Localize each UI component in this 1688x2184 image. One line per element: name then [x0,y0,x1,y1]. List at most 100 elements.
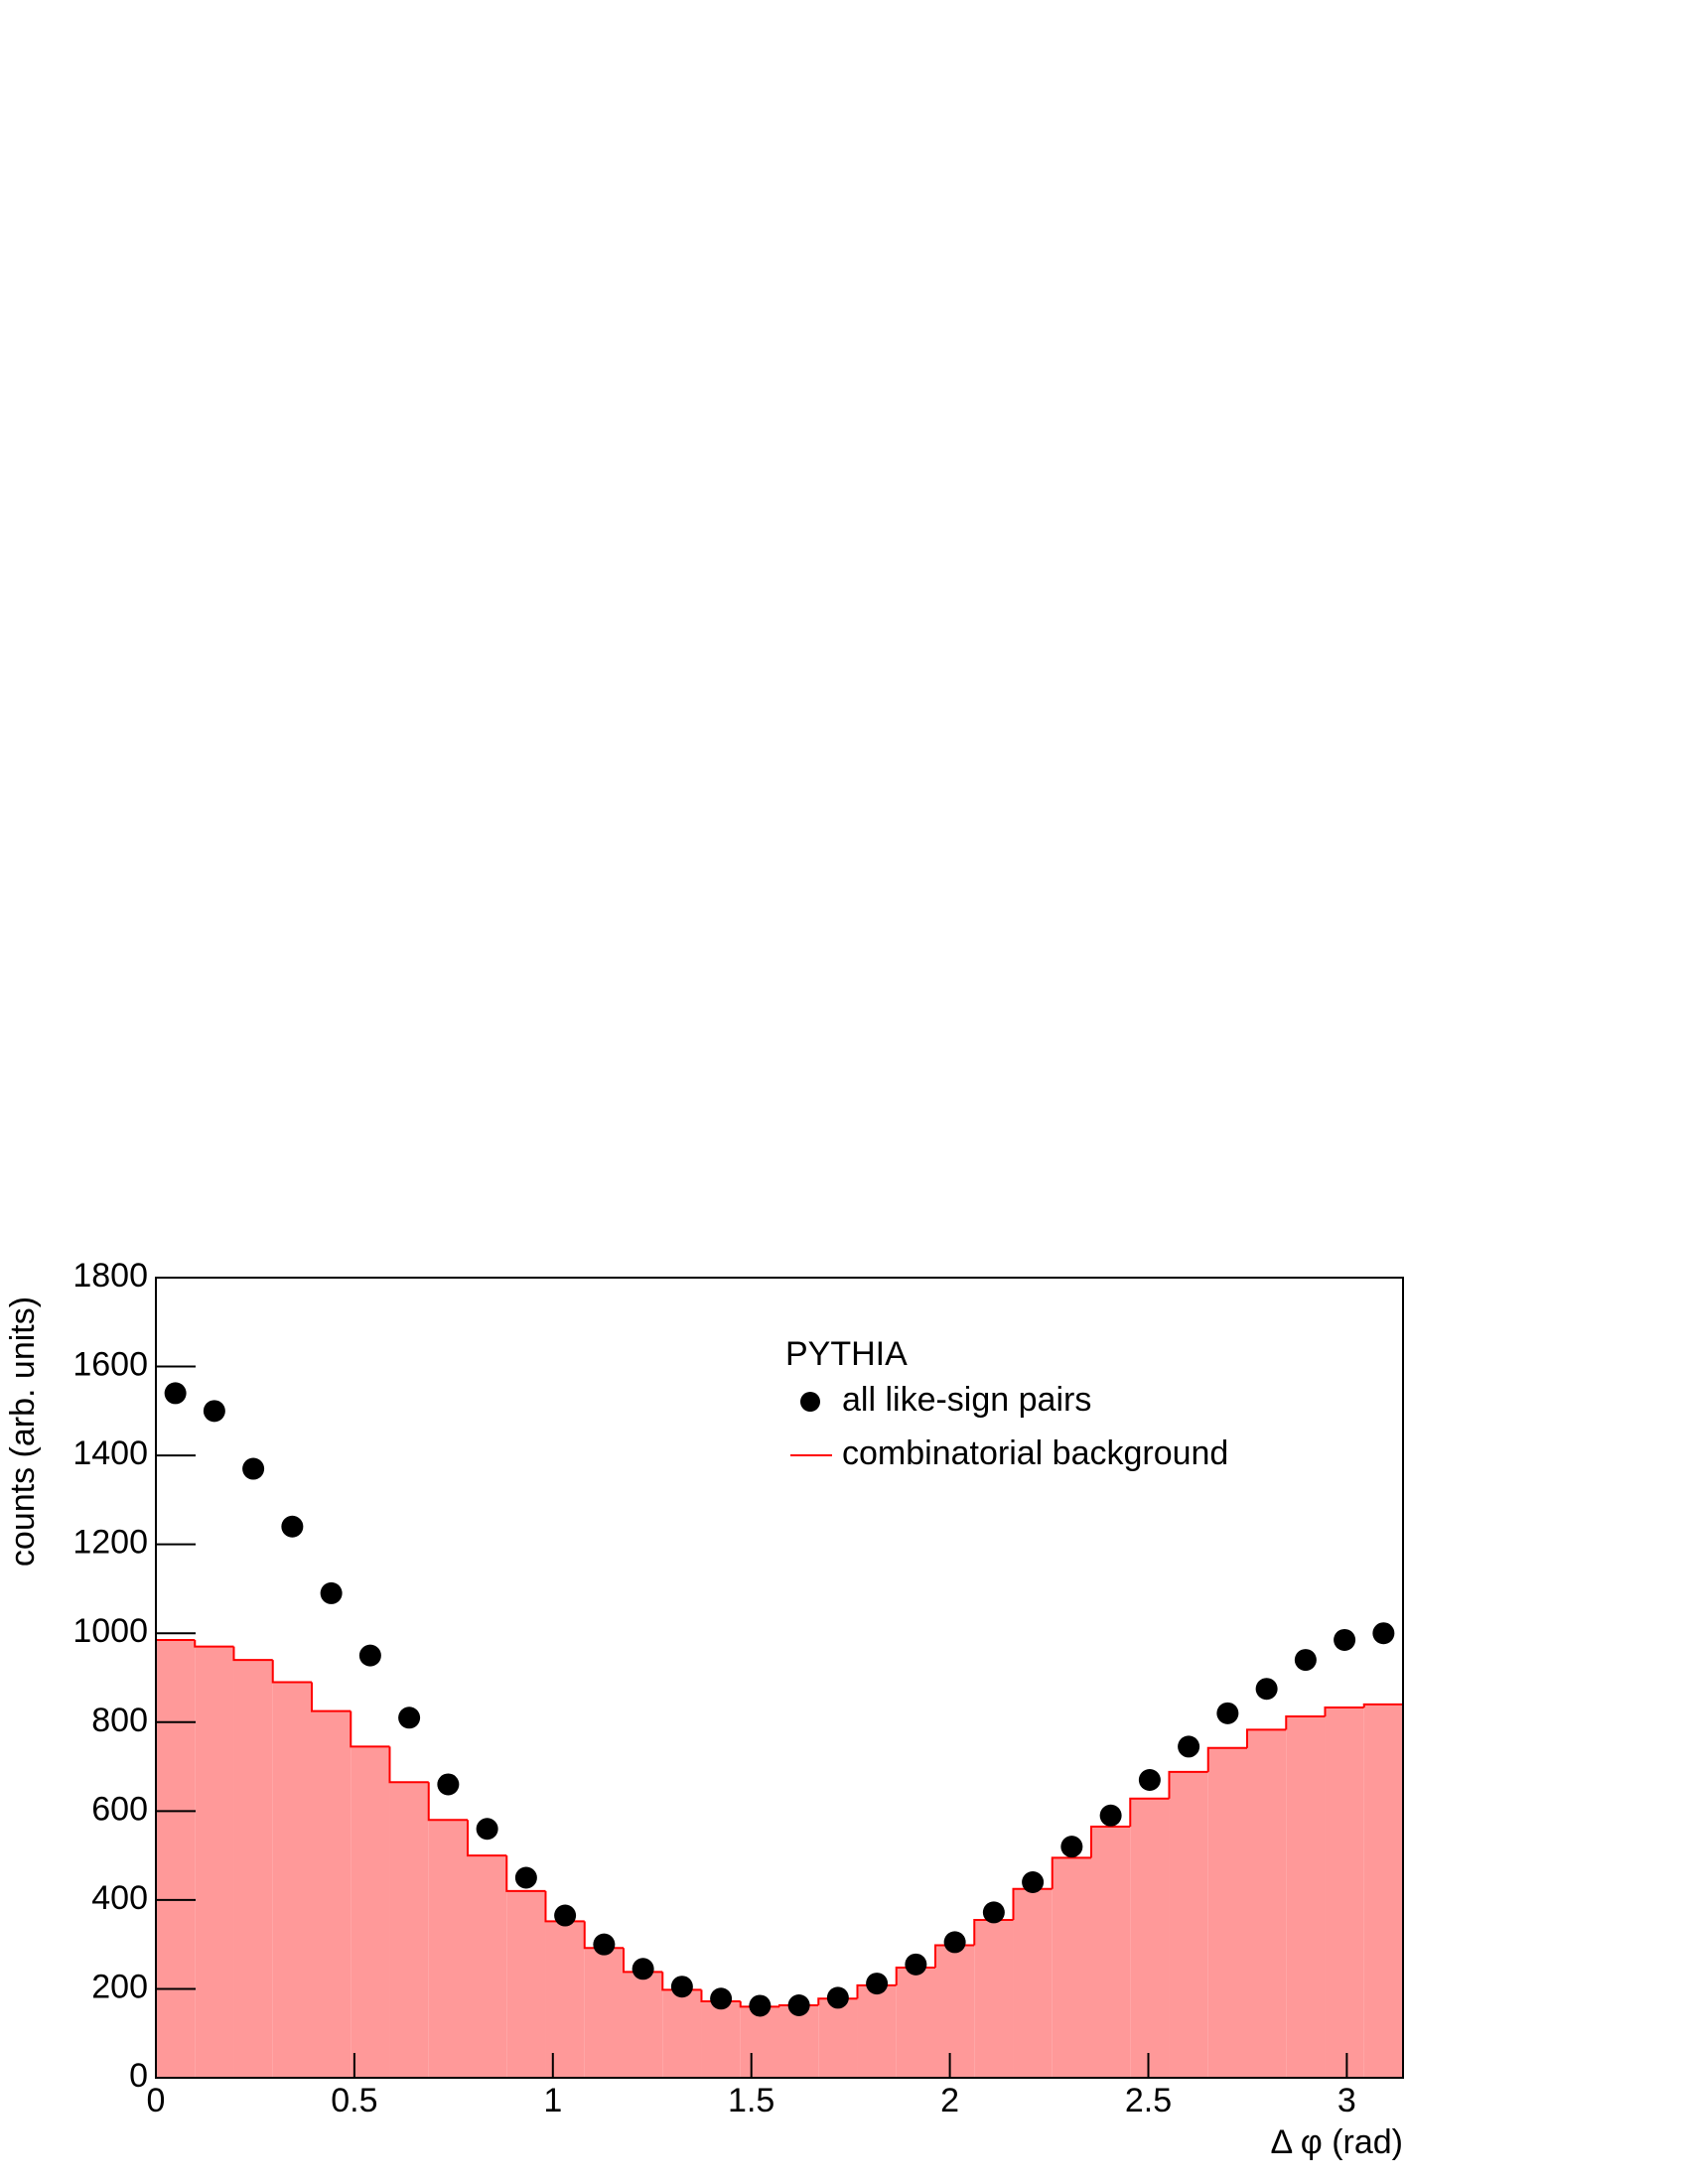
data-point [982,1901,1005,1924]
data-point [1178,1735,1200,1758]
histogram-bar [1169,1771,1208,2078]
y-tick-label: 800 [91,1702,148,1739]
data-point [787,1994,810,2017]
histogram-bar [468,1855,507,2078]
y-tick-label: 1200 [72,1524,148,1562]
data-point [943,1931,966,1954]
data-point [905,1953,927,1976]
data-point [476,1818,498,1841]
histogram-bar [935,1945,975,2078]
histogram-bar [1052,1857,1091,2078]
y-tick-label: 200 [91,1968,148,2005]
data-point [1216,1702,1239,1724]
data-point [670,1976,693,1998]
data-point [1138,1768,1161,1791]
legend-marker [800,1392,820,1412]
x-tick-label: 1.5 [728,2082,774,2119]
data-point [398,1706,421,1729]
histogram-bar [233,1660,273,2078]
data-point [1099,1804,1122,1827]
data-point [554,1904,577,1927]
histogram-bar [740,2006,779,2078]
data-point [514,1866,537,1889]
histogram-step [1324,1706,1364,1716]
histogram-bar [701,2000,741,2078]
data-point [242,1457,265,1480]
histogram-bar [156,1639,196,2078]
histogram-bar [272,1682,312,2078]
histogram-step [271,1660,312,1684]
data-point [1334,1628,1356,1651]
histogram-step [1090,1826,1131,1858]
histogram-bar [1286,1715,1326,2078]
histogram-step [311,1682,352,1712]
data-point [320,1581,343,1604]
y-tick-label: 600 [91,1790,148,1828]
y-tick-label: 1400 [72,1434,148,1472]
legend-label: combinatorial background [842,1434,1228,1472]
histogram-bar [974,1920,1014,2078]
data-point [866,1973,889,1995]
histogram-bar [1091,1827,1131,2078]
x-tick-label: 1 [543,2082,562,2119]
data-point [437,1773,460,1796]
histogram-bar [779,2005,819,2078]
data-point [1294,1649,1317,1672]
histogram-step [1051,1856,1091,1889]
histogram-step [232,1646,273,1662]
histogram-bar [662,1989,702,2078]
data-point [203,1400,225,1423]
data-point [1255,1678,1278,1701]
data-point [1372,1622,1395,1645]
histogram-step [1206,1746,1247,1772]
histogram-step [1246,1728,1287,1748]
y-tick-label: 1600 [72,1346,148,1384]
histogram-step [194,1639,234,1648]
y-tick-label: 400 [91,1879,148,1917]
data-point [632,1958,654,1980]
histogram-bar [545,1921,585,2078]
histogram-step [1168,1770,1208,1799]
data-point [164,1382,187,1405]
y-tick-label: 1800 [72,1257,148,1295]
x-tick-label: 0.5 [331,2082,377,2119]
histogram-bar [896,1967,935,2078]
x-axis-title: Δ φ (rad) [1270,2123,1403,2161]
histogram-bar [857,1984,897,2078]
legend-title: PYTHIA [785,1335,908,1373]
histogram-step [1129,1797,1170,1828]
histogram-bar [1130,1798,1170,2078]
data-point [749,1994,772,2017]
histogram-step [427,1782,468,1822]
histogram-bar [584,1948,624,2078]
histogram-bar [1363,1704,1403,2078]
plot-frame [155,1277,1404,2079]
data-point [1022,1870,1045,1893]
data-point [593,1933,616,1956]
histogram-step [467,1820,507,1857]
histogram-bar [1013,1888,1053,2078]
histogram-bar [351,1746,390,2078]
legend-label: all like-sign pairs [842,1381,1091,1419]
data-point [1060,1836,1083,1858]
x-tick-label: 3 [1337,2082,1356,2119]
histogram-bar [624,1972,663,2078]
histogram-bar [389,1782,429,2078]
data-point [358,1644,381,1667]
data-point [826,1986,849,2009]
histogram-bar [1207,1747,1247,2078]
histogram-bar [1325,1707,1364,2078]
data-point [710,1987,733,2010]
y-tick-label: 0 [129,2057,148,2095]
x-tick-label: 2.5 [1125,2082,1172,2119]
histogram-step [505,1855,546,1892]
data-point [281,1515,304,1538]
histogram-bar [506,1890,546,2078]
histogram-bar [1247,1729,1287,2078]
histogram-step [350,1710,390,1748]
histogram-bar [195,1646,234,2078]
histogram-step [388,1746,429,1784]
histogram-bar [818,1998,858,2078]
